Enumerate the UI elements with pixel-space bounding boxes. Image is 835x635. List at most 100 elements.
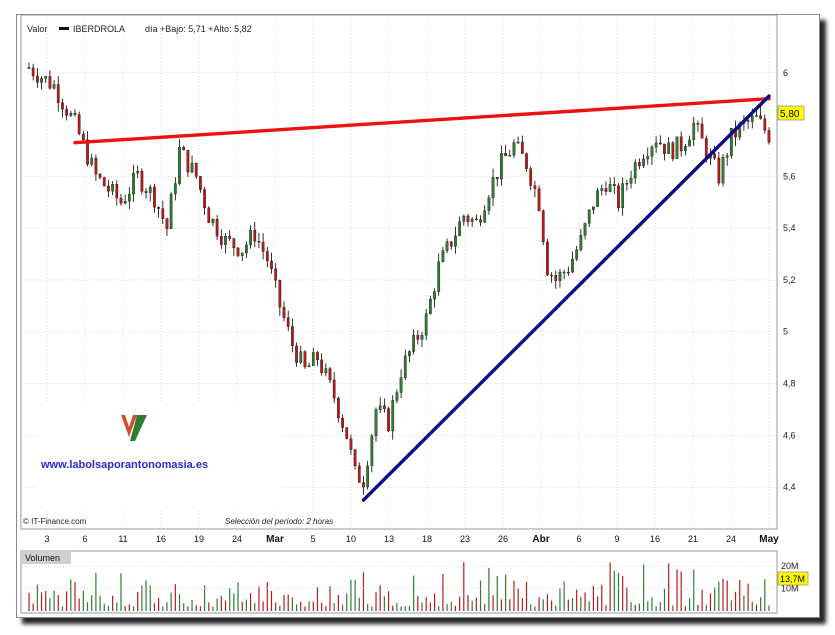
candle-body [286, 317, 290, 327]
candle-body [157, 207, 160, 209]
x-tick-label: 16 [156, 534, 166, 544]
candle-body [403, 355, 407, 378]
last-price-text: 5,80 [780, 109, 800, 120]
x-tick-label: 13 [384, 534, 394, 544]
candle-body [102, 177, 106, 187]
candle-body [98, 174, 102, 178]
candle-body [579, 235, 583, 250]
candle-body [86, 139, 89, 165]
candle-body [600, 188, 604, 191]
candle-body [546, 241, 549, 276]
y-tick-label: 5,6 [783, 171, 796, 181]
candle-body [341, 417, 344, 428]
candle-body [671, 142, 675, 159]
candle-body [700, 123, 704, 139]
candle-body [596, 190, 599, 207]
last-price-badge [777, 105, 805, 121]
candle-body [173, 183, 177, 195]
candle-body [77, 114, 81, 135]
candle-body [395, 392, 399, 401]
x-tick-label: 5 [310, 534, 315, 544]
candle-body [541, 210, 545, 243]
candle-body [353, 449, 357, 467]
resistance-trendline [73, 96, 771, 145]
candle-body [236, 247, 240, 256]
candle-body [56, 84, 60, 103]
candle-body [474, 218, 478, 221]
candle-body [667, 142, 671, 154]
y-tick-label: 4,6 [783, 430, 796, 440]
candle-body [725, 155, 729, 158]
candle-body [73, 113, 77, 115]
candle-body [420, 335, 424, 340]
candle-body [153, 186, 156, 208]
candle-body [508, 155, 512, 157]
x-tick-label: 3 [44, 534, 49, 544]
candle-body [504, 153, 507, 157]
x-tick-label: 10 [346, 534, 356, 544]
candle-body [483, 210, 487, 223]
candle-body [48, 76, 52, 89]
candle-body [558, 271, 562, 281]
candle-body [332, 379, 336, 399]
candle-body [658, 142, 662, 145]
candle-body [261, 241, 265, 252]
candle-body [713, 153, 716, 159]
volume-bars [28, 562, 770, 611]
candle-body [337, 398, 340, 419]
x-tick-label: 16 [650, 534, 660, 544]
y-tick-label: 4,8 [783, 379, 796, 389]
candle-body [320, 359, 324, 374]
trendlines [73, 94, 771, 502]
candle-body [554, 275, 558, 281]
candle-body [755, 115, 758, 117]
watermark-logo [121, 415, 137, 437]
volume-axis: 20M 10M [21, 561, 799, 594]
candle-body [533, 185, 537, 189]
candle-body [140, 171, 144, 192]
x-tick-label: 18 [422, 534, 432, 544]
candle-body [291, 326, 294, 346]
candle-body [516, 141, 520, 144]
candle-body [408, 351, 411, 357]
candle-body [487, 197, 491, 211]
candle-body [40, 78, 43, 83]
candle-body [412, 334, 415, 352]
candle-body [274, 268, 278, 281]
watermark: www.labolsaporantonomasia.es [35, 403, 281, 511]
candle-body [194, 162, 198, 177]
candle-body [253, 229, 257, 242]
candle-body [215, 218, 219, 237]
candle-body [224, 236, 227, 245]
candle-body [479, 219, 482, 223]
candle-body [466, 215, 470, 222]
candle-body [219, 236, 223, 245]
candle-body [362, 482, 365, 488]
candle-body [416, 334, 420, 340]
candle-body [303, 351, 307, 368]
candle-body [311, 352, 315, 366]
x-tick-label: 24 [232, 534, 242, 544]
candle-body [165, 218, 169, 229]
candle-body [316, 352, 319, 361]
candle-body [182, 147, 186, 151]
price-grid [21, 19, 777, 529]
candle-body [663, 143, 666, 154]
candle-body [190, 162, 194, 173]
candle-body [36, 75, 39, 83]
support-trendline [361, 94, 771, 502]
y-tick-label: 5,2 [783, 275, 796, 285]
candle-body [617, 185, 620, 209]
candle-body [203, 189, 206, 209]
candle-body [642, 158, 645, 166]
candle-body [684, 146, 687, 152]
chart-window: 4,4 4,6 4,8 5 5,2 5,4 5,6 6 Valor IBERDROLA día… [16, 14, 820, 618]
footer-selection: Selección del período: 2 horas [225, 517, 333, 526]
candle-body [249, 229, 252, 246]
candle-body [638, 162, 641, 166]
candle-body [370, 435, 374, 466]
candle-body [688, 139, 691, 147]
candle-body [199, 176, 202, 190]
candle-body [767, 130, 771, 143]
candle-body [704, 138, 708, 159]
